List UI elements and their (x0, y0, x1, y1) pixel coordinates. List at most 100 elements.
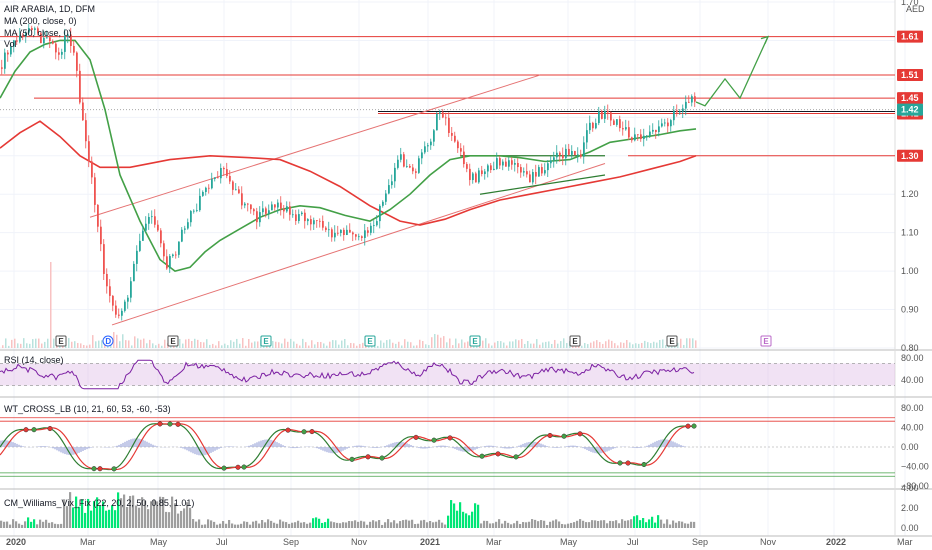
candle-body (13, 40, 15, 47)
wavetrend-hist-bar (316, 447, 318, 449)
time-axis[interactable]: 2020 Mar May Jul Sep Nov 2021 Mar May Jul Sep Nov 20… (6, 537, 913, 547)
forecast-arrowhead (760, 35, 770, 44)
wavetrend-hist-bar (120, 443, 122, 447)
wavetrend-hist-bar (52, 447, 54, 449)
volume-bar (494, 342, 496, 348)
candle-body (34, 28, 36, 31)
wavetrend-hist-bar (574, 445, 576, 447)
vix-fix-bar (690, 521, 693, 528)
earnings-marker[interactable]: E (260, 335, 272, 347)
earnings-marker[interactable]: E (666, 335, 678, 347)
volume-bar (242, 338, 244, 348)
wavetrend-tick-label: −80.00 (901, 481, 929, 491)
vix-fix-bar (111, 505, 114, 528)
candle-body (112, 295, 114, 306)
vix-fix-bar (432, 522, 435, 528)
earnings-box (569, 335, 581, 347)
volume-bar (311, 340, 313, 348)
wavetrend-hist-bar (274, 441, 276, 447)
vix-fix-bar (555, 519, 558, 528)
vix-fix-bar (570, 522, 573, 528)
rsi-pane[interactable]: 40.00 80.00 RSI (14, close) (0, 353, 924, 390)
vix-fix-bar (411, 519, 414, 528)
candle-body (280, 202, 282, 209)
wavetrend-hist-bar (488, 445, 490, 447)
price-pane[interactable]: E D E E E E E E E 0.80 0.90 1.00 1.10 1.20 1.70 1.61 1… (0, 0, 925, 353)
time-tick-label: Sep (283, 537, 299, 547)
wavetrend-hist-bar (184, 447, 186, 450)
candle-body (373, 225, 375, 227)
forecast-path[interactable] (695, 35, 770, 107)
candle-body (355, 234, 357, 237)
volume-bar (653, 341, 655, 348)
candle-body (142, 230, 144, 241)
candle-body (412, 167, 414, 172)
vix-fix-bar (384, 522, 387, 528)
vix-fix-bar (426, 522, 429, 528)
dividend-marker[interactable]: D (102, 335, 114, 347)
candle-body (22, 35, 24, 37)
vix-fix-bar (225, 523, 228, 528)
wavetrend-hist-bar (364, 446, 366, 447)
wavetrend-hist-bar (20, 445, 22, 447)
vix-fix-bar (60, 523, 63, 528)
volume-bar (599, 342, 601, 348)
rsi-axis[interactable]: 40.00 80.00 (901, 353, 924, 385)
vix-fix-bar (156, 501, 159, 528)
volume-bar (617, 345, 619, 348)
price-axis[interactable]: 0.80 0.90 1.00 1.10 1.20 1.70 (901, 0, 919, 353)
earnings-marker[interactable]: E (760, 335, 772, 347)
time-tick-label: May (150, 537, 168, 547)
volume-bar (179, 338, 181, 348)
candle-body (418, 158, 420, 173)
wavetrend-axis[interactable]: −80.00 −40.00 0.00 40.00 80.00 (901, 403, 929, 491)
earnings-marker[interactable]: E (167, 335, 179, 347)
vix-fix-bar (399, 521, 402, 528)
trend-channel[interactable] (89, 74, 606, 326)
volume-bar (635, 343, 637, 348)
volume-bar (416, 345, 418, 348)
horizontal-levels[interactable] (0, 36, 895, 157)
wavetrend-hist-bar (582, 447, 584, 449)
wavetrend-hist-bar (290, 447, 292, 448)
vix-fix-bar (180, 510, 183, 528)
earnings-marker[interactable]: E (469, 335, 481, 347)
wavetrend-hist-bar (154, 445, 156, 447)
volume-bar (251, 342, 253, 348)
vix-fix-axis[interactable]: 0.00 2.00 4.00 (901, 483, 919, 533)
volume-bar (446, 342, 448, 348)
wavetrend-hist-bar (508, 447, 510, 449)
candle-body (247, 203, 249, 205)
candle-body (685, 101, 687, 109)
vix-fix-pane[interactable]: 0.00 2.00 4.00 CM_Williams_Vix_Fix (22, 20… (0, 483, 919, 533)
vix-fix-bar (471, 511, 474, 528)
wavetrend-legend: WT_CROSS_LB (10, 21, 60, 53, -60, -53) (4, 404, 171, 414)
vix-fix-bar (402, 520, 405, 528)
candle-body (436, 113, 438, 131)
candle-body (289, 206, 291, 215)
vix-fix-bar (603, 520, 606, 528)
volume-bar (35, 338, 37, 348)
earnings-marker[interactable]: E (364, 335, 376, 347)
candle-body (574, 151, 576, 156)
candle-body (49, 37, 51, 42)
vix-fix-bar (264, 522, 267, 528)
volume-bar (638, 343, 640, 348)
wavetrend-hist-bar (534, 441, 536, 447)
wavetrend-hist-bar (66, 447, 68, 455)
candle-body (25, 32, 27, 37)
candle-body (403, 154, 405, 167)
candle-body (475, 173, 477, 183)
volume-bar (161, 345, 163, 348)
earnings-marker[interactable]: E (55, 335, 67, 347)
volume-bar (443, 336, 445, 348)
wavetrend-cross-dot (691, 423, 697, 429)
wavetrend-hist-bar (90, 447, 92, 448)
volume-bar (74, 341, 76, 348)
earnings-marker[interactable]: E (569, 335, 581, 347)
volume-bar (47, 338, 49, 348)
vix-fix-bar (246, 521, 249, 528)
wavetrend-pane[interactable]: −80.00 −40.00 0.00 40.00 80.00 WT_CROSS_LB (… (0, 403, 929, 491)
